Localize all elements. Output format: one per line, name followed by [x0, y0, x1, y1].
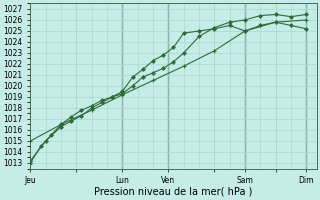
X-axis label: Pression niveau de la mer( hPa ): Pression niveau de la mer( hPa ) [94, 187, 252, 197]
